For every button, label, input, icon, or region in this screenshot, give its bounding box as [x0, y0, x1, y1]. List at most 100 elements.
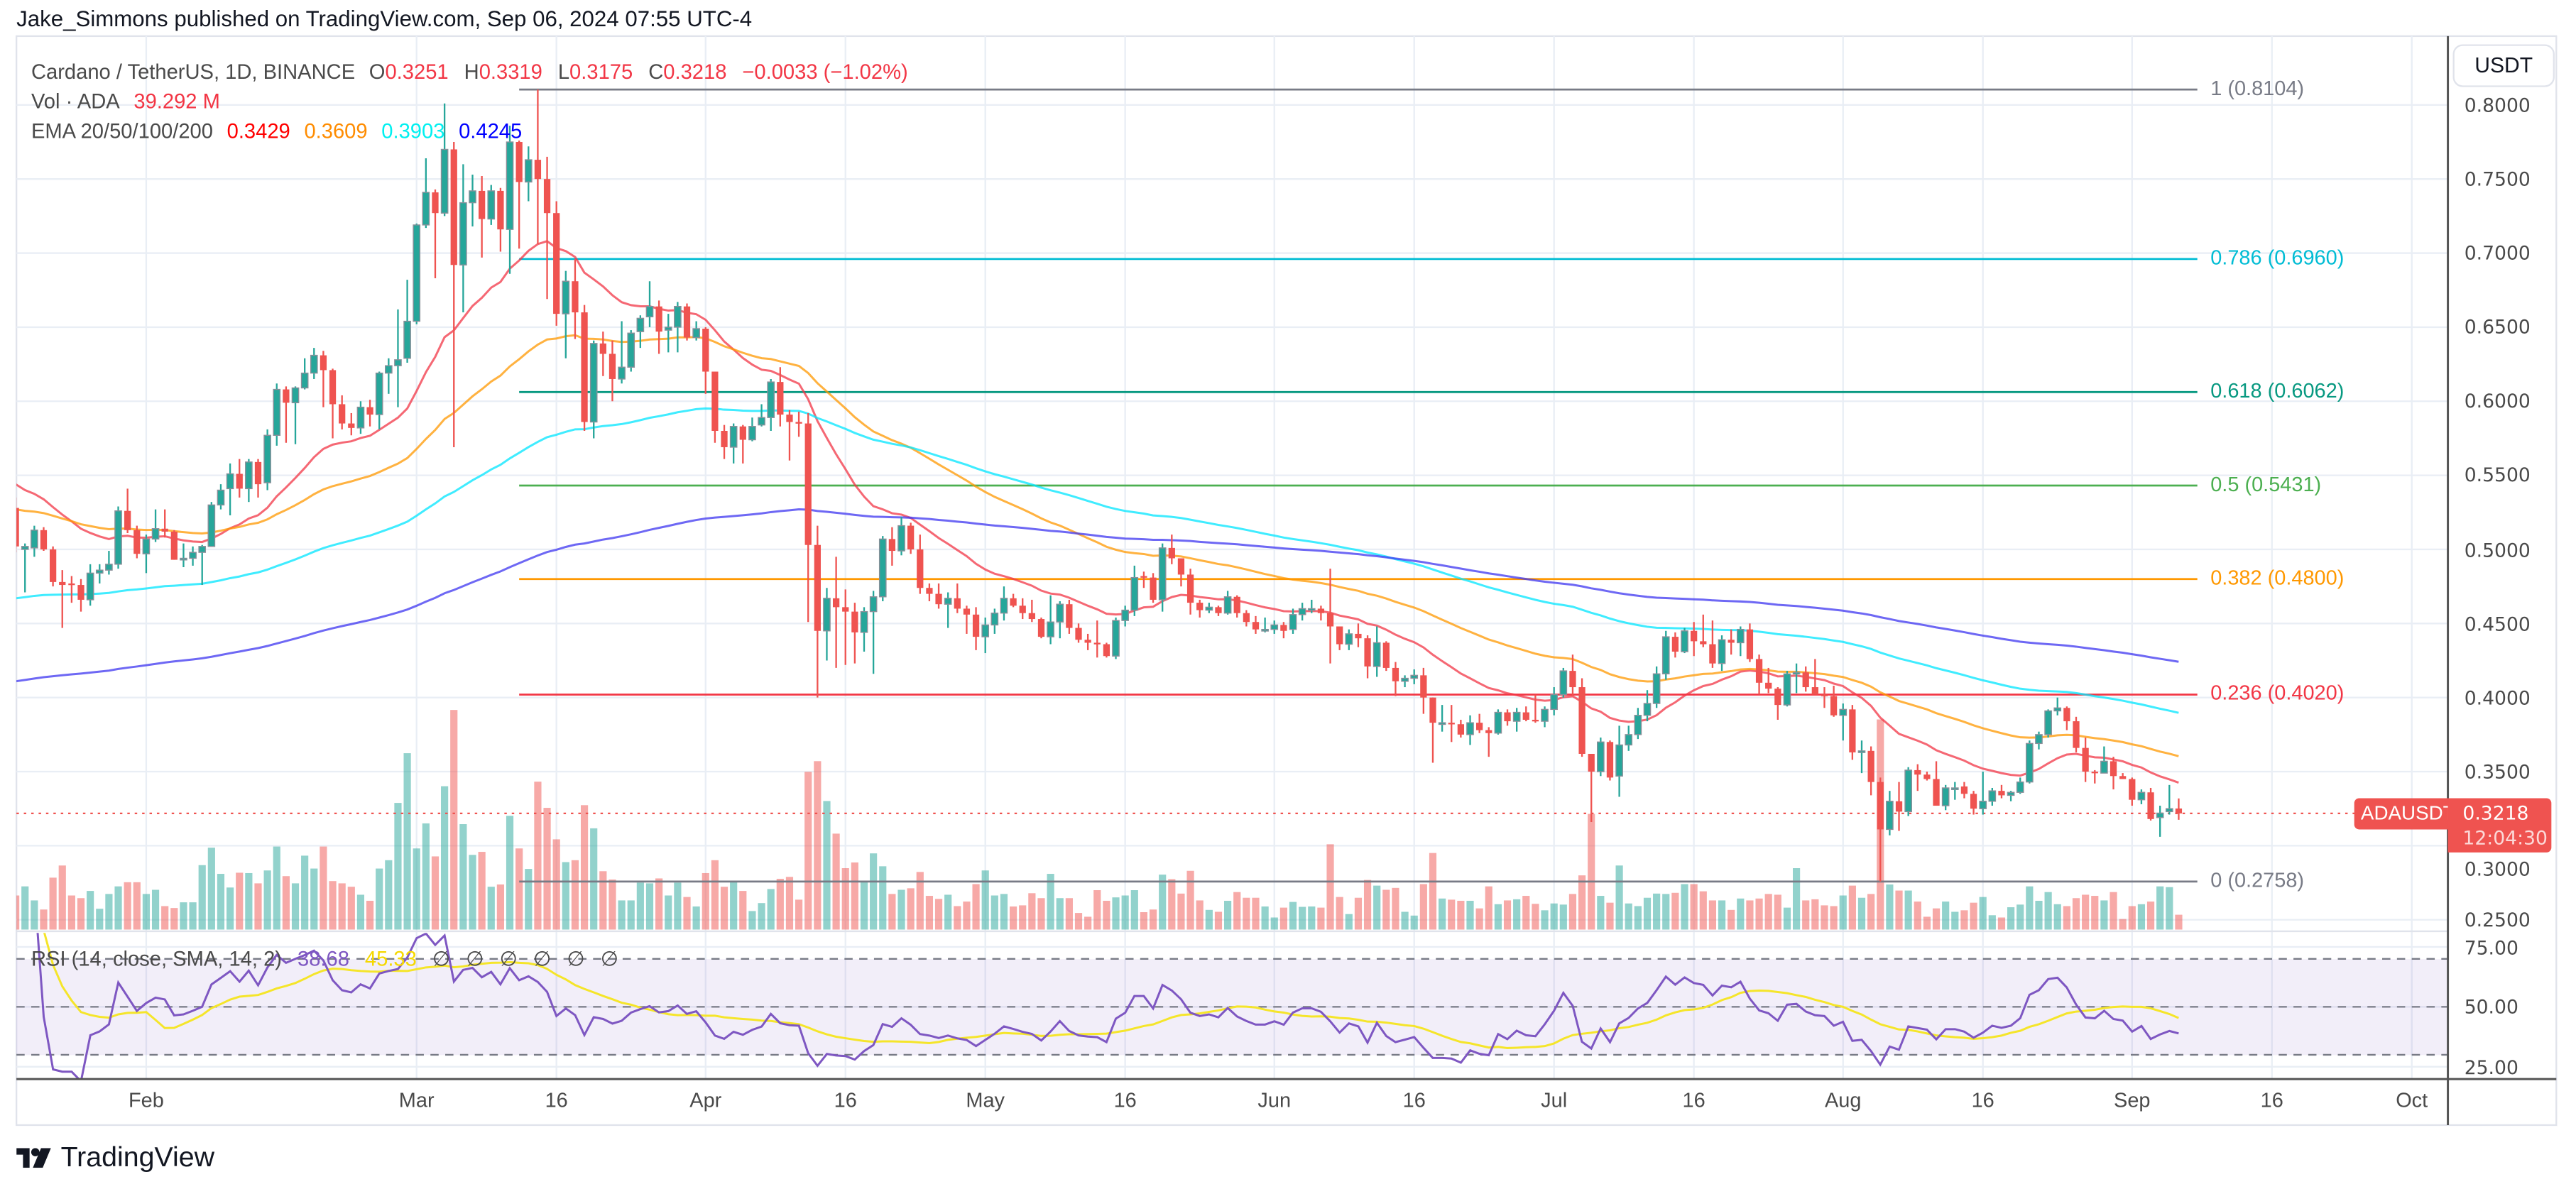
candle	[1895, 782, 1903, 831]
price-tick-label: 0.3500	[2464, 760, 2531, 784]
candle-body	[1923, 774, 1931, 779]
candle	[479, 176, 486, 258]
candle	[1326, 569, 1334, 664]
candle-body	[1597, 741, 1605, 772]
candle	[1420, 667, 1427, 714]
candle-body	[2165, 808, 2173, 813]
candle-body	[2175, 808, 2183, 813]
volume-bar	[1550, 903, 1558, 930]
volume-bar	[1522, 896, 1530, 930]
candle-body	[356, 406, 365, 429]
candle	[1923, 772, 1931, 781]
time-tick-label: Feb	[129, 1089, 164, 1112]
candle	[497, 187, 504, 252]
volume-bar	[1159, 875, 1167, 930]
volume-bar	[1233, 892, 1241, 930]
candle	[1877, 777, 1884, 882]
volume-bar	[403, 753, 411, 930]
candle	[1168, 535, 1175, 564]
candle	[356, 401, 365, 434]
volume-bar	[236, 872, 244, 930]
volume-bar	[459, 824, 467, 930]
candle-body	[1448, 723, 1455, 725]
volume-label[interactable]: Vol · ADA	[31, 90, 120, 114]
volume-legend: Vol · ADA 39.292 M	[31, 90, 228, 113]
candle	[1867, 746, 1874, 796]
volume-bar	[1503, 900, 1512, 930]
candle	[1886, 791, 1894, 835]
currency-button[interactable]: USDT	[2452, 44, 2555, 87]
candle	[1158, 543, 1167, 612]
candle	[1821, 687, 1828, 708]
change-value: −0.0033 (−1.02%)	[742, 60, 908, 84]
candle-body	[1941, 787, 1950, 806]
candle-body	[702, 328, 709, 372]
candle-body	[888, 539, 896, 552]
volume-bar	[1839, 895, 1847, 930]
volume-bar	[1588, 813, 1595, 930]
candle-body	[1950, 787, 1959, 790]
volume-bar	[1932, 908, 1941, 930]
volume-bar	[87, 891, 94, 930]
candle	[963, 606, 971, 634]
candle-body	[2053, 707, 2062, 712]
candle	[711, 371, 719, 443]
candle	[1718, 635, 1726, 672]
candle-body	[1280, 625, 1287, 631]
price-tick-label: 0.5500	[2464, 464, 2531, 487]
candle-body	[1392, 667, 1399, 681]
volume-bar	[1186, 870, 1194, 930]
candle-body	[440, 148, 449, 214]
time-tick-label: Sep	[2114, 1089, 2151, 1112]
volume-bar	[645, 883, 654, 930]
candle-body	[1075, 628, 1082, 640]
candle	[320, 351, 327, 407]
time-tick-label: 16	[1971, 1089, 1994, 1112]
volume-bar	[1848, 885, 1856, 930]
candle	[897, 517, 905, 556]
candle-body	[636, 317, 645, 332]
ema-label[interactable]: EMA 20/50/100/200	[31, 119, 213, 143]
rsi-label[interactable]: RSI (14, close, SMA, 14, 2)	[31, 948, 283, 971]
volume-bar	[1755, 898, 1763, 930]
candle-body	[1914, 769, 1921, 775]
candle-body	[917, 549, 924, 588]
volume-bar	[413, 848, 420, 930]
candle	[599, 332, 606, 376]
volume-bar	[1317, 907, 1325, 930]
candle-body	[869, 596, 878, 613]
volume-bar	[1410, 915, 1418, 930]
volume-bar	[496, 884, 504, 930]
candle	[1811, 659, 1818, 695]
candle	[1448, 705, 1455, 743]
price-tick-label: 0.4000	[2464, 686, 2531, 709]
volume-bar	[534, 782, 542, 930]
candle	[1541, 706, 1549, 728]
candle	[2007, 791, 2015, 801]
symbol-name[interactable]: Cardano / TetherUS, 1D, BINANCE	[31, 60, 356, 84]
candle	[1243, 610, 1250, 627]
candle	[1941, 784, 1950, 811]
candle-body	[1933, 779, 1940, 806]
volume-bar	[1867, 894, 1875, 930]
tradingview-logo[interactable]: TradingView	[16, 1141, 214, 1174]
candle-body	[1019, 606, 1026, 613]
candle	[105, 551, 113, 575]
volume-bar	[1718, 900, 1726, 930]
candle	[59, 570, 66, 628]
fib-retracement[interactable]	[519, 88, 2198, 883]
candle	[935, 583, 942, 609]
candle-body	[403, 320, 411, 359]
volume-bar	[767, 889, 775, 930]
volume-bar	[981, 870, 989, 930]
ema100-value: 0.3903	[381, 119, 445, 143]
volume-bar	[478, 852, 486, 930]
candle	[236, 459, 243, 498]
candle-body	[2016, 781, 2024, 793]
candle	[310, 348, 318, 379]
candle	[627, 330, 635, 372]
candle	[1205, 603, 1213, 613]
volume-bar	[916, 872, 924, 930]
volume-bar	[972, 884, 980, 930]
